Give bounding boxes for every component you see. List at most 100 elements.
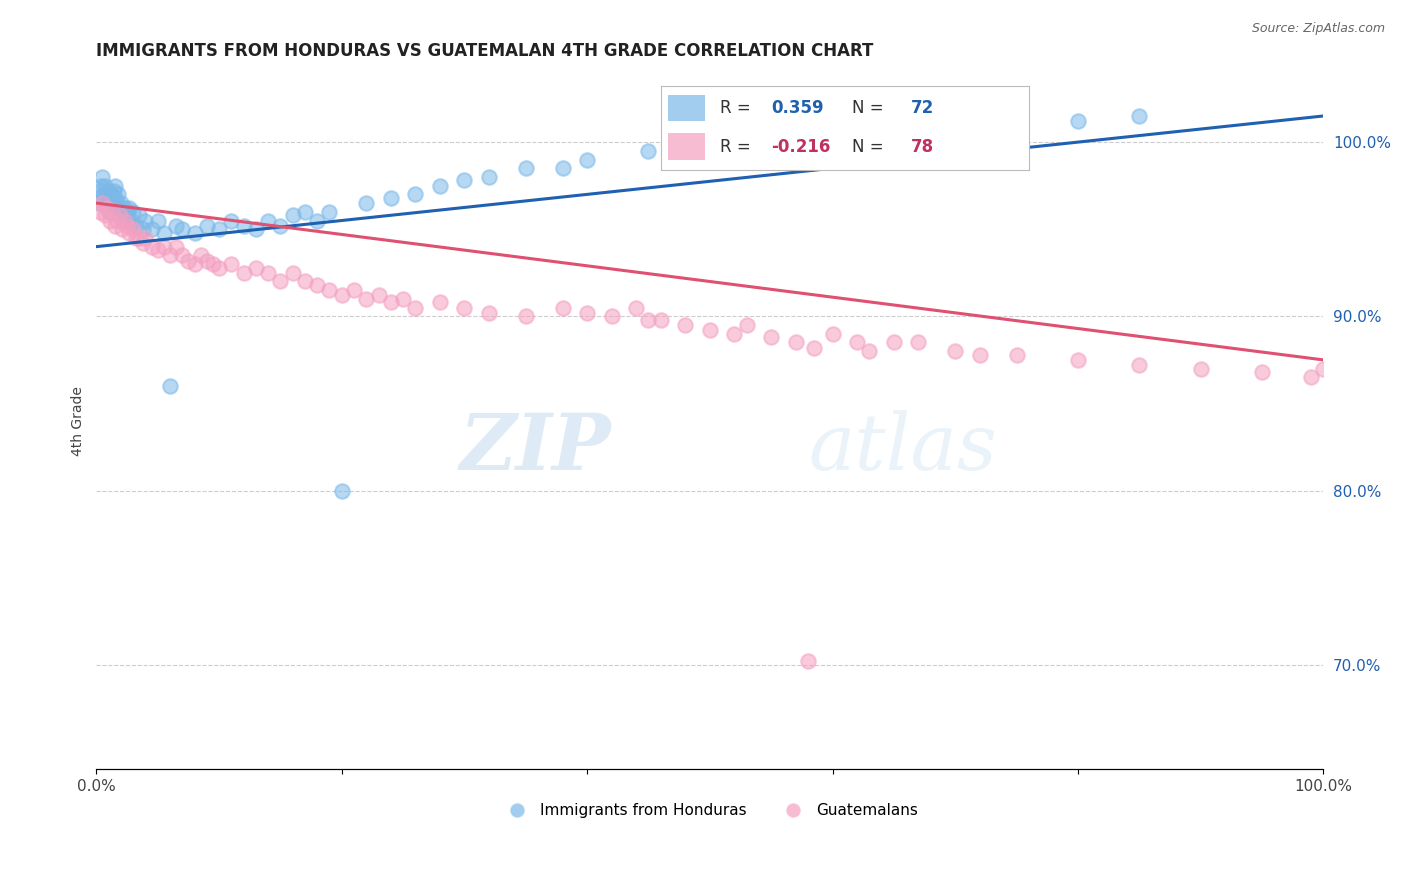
Point — [1251, 365, 1274, 379]
Point — [404, 187, 426, 202]
Point — [551, 301, 574, 315]
Point — [1128, 358, 1150, 372]
Point — [943, 344, 966, 359]
Point — [821, 326, 844, 341]
Point — [1005, 118, 1028, 132]
Point — [104, 219, 127, 233]
Point — [650, 313, 672, 327]
Point — [429, 178, 451, 193]
Point — [103, 184, 125, 198]
Point — [118, 226, 141, 240]
Point — [380, 295, 402, 310]
Point — [114, 213, 136, 227]
Point — [190, 248, 212, 262]
Point — [105, 213, 128, 227]
Point — [269, 219, 291, 233]
Point — [110, 196, 132, 211]
Point — [91, 196, 114, 211]
Point — [91, 169, 114, 184]
Point — [797, 654, 820, 668]
Point — [134, 231, 156, 245]
Point — [104, 202, 127, 216]
Point — [1005, 348, 1028, 362]
Point — [208, 260, 231, 275]
Point — [120, 213, 142, 227]
Point — [208, 222, 231, 236]
Point — [96, 187, 118, 202]
Point — [108, 208, 131, 222]
Y-axis label: 4th Grade: 4th Grade — [72, 386, 86, 456]
Point — [478, 169, 501, 184]
Point — [392, 292, 415, 306]
Point — [104, 178, 127, 193]
Point — [404, 301, 426, 315]
Point — [1189, 361, 1212, 376]
Point — [576, 306, 599, 320]
Point — [195, 219, 218, 233]
Point — [90, 178, 112, 193]
Point — [111, 204, 134, 219]
Point — [111, 222, 134, 236]
Point — [146, 243, 169, 257]
Point — [104, 191, 127, 205]
Point — [89, 184, 111, 198]
Point — [515, 161, 537, 176]
Point — [257, 213, 280, 227]
Point — [118, 202, 141, 216]
Point — [87, 196, 110, 211]
Point — [153, 240, 176, 254]
Point — [232, 219, 254, 233]
Point — [294, 204, 316, 219]
Point — [165, 219, 187, 233]
Point — [201, 257, 224, 271]
Point — [673, 318, 696, 332]
Point — [576, 153, 599, 167]
Legend: Immigrants from Honduras, Guatemalans: Immigrants from Honduras, Guatemalans — [496, 797, 924, 824]
Point — [115, 204, 138, 219]
Point — [478, 306, 501, 320]
Point — [132, 236, 155, 251]
Point — [821, 131, 844, 145]
Point — [257, 266, 280, 280]
Point — [122, 222, 145, 236]
Point — [735, 318, 758, 332]
Point — [101, 204, 124, 219]
Text: IMMIGRANTS FROM HONDURAS VS GUATEMALAN 4TH GRADE CORRELATION CHART: IMMIGRANTS FROM HONDURAS VS GUATEMALAN 4… — [97, 42, 873, 60]
Point — [294, 275, 316, 289]
Point — [281, 208, 304, 222]
Point — [96, 196, 118, 211]
Point — [128, 231, 150, 245]
Point — [108, 208, 131, 222]
Point — [159, 379, 181, 393]
Point — [637, 313, 659, 327]
Point — [943, 121, 966, 136]
Point — [98, 191, 121, 205]
Point — [245, 260, 267, 275]
Point — [1299, 370, 1322, 384]
Point — [221, 257, 243, 271]
Point — [221, 213, 243, 227]
Point — [846, 335, 869, 350]
Point — [245, 222, 267, 236]
Point — [380, 191, 402, 205]
Point — [105, 196, 128, 211]
Point — [759, 330, 782, 344]
Point — [699, 323, 721, 337]
Point — [343, 283, 366, 297]
Point — [637, 144, 659, 158]
Point — [907, 335, 929, 350]
Point — [281, 266, 304, 280]
Point — [172, 222, 194, 236]
Point — [114, 202, 136, 216]
Point — [883, 127, 905, 141]
Point — [600, 310, 623, 324]
Point — [165, 240, 187, 254]
Point — [858, 344, 880, 359]
Point — [141, 222, 163, 236]
Point — [159, 248, 181, 262]
Point — [759, 135, 782, 149]
Point — [429, 295, 451, 310]
Point — [330, 288, 353, 302]
Point — [124, 219, 146, 233]
Point — [117, 213, 139, 227]
